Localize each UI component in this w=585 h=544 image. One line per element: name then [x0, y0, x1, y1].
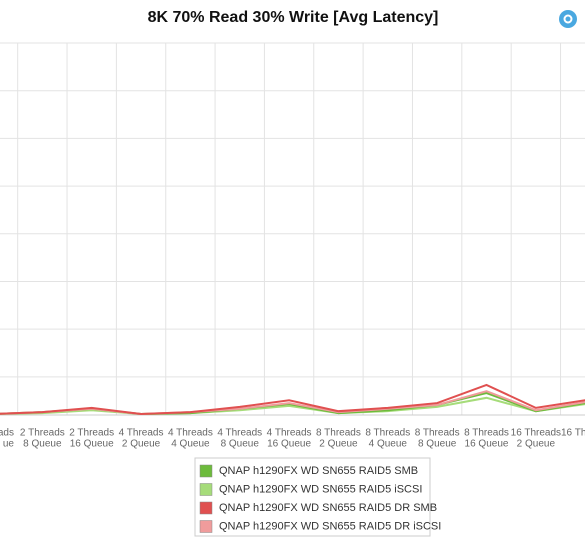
- x-tick-label: 8 Threads: [316, 428, 361, 439]
- plot-area: [0, 42, 585, 416]
- legend-swatch: [199, 520, 213, 533]
- x-tick-label: 2 Threads: [20, 428, 65, 439]
- x-tick-label: 4 Threads: [267, 428, 312, 439]
- legend-label: QNAP h1290FX WD SN655 RAID5 DR iSCSI: [219, 520, 441, 532]
- x-tick-label: eads: [0, 428, 14, 439]
- legend-label: QNAP h1290FX WD SN655 RAID5 iSCSI: [219, 483, 422, 495]
- legend-swatch: [199, 464, 213, 478]
- legend-swatch: [199, 483, 213, 496]
- x-tick-label: 4 Threads: [217, 428, 262, 439]
- x-tick-label: ue: [3, 439, 15, 450]
- series-line: [0, 396, 585, 416]
- legend-box: [194, 457, 431, 537]
- logo-icon-inner: [563, 14, 573, 24]
- legend-label: QNAP h1290FX WD SN655 RAID5 SMB: [219, 465, 418, 477]
- x-tick-label: 8 Queue: [221, 439, 260, 450]
- series-line: [0, 383, 585, 416]
- x-tick-label: 8 Queue: [418, 439, 457, 450]
- x-tick-label: 16 Queue: [465, 439, 509, 450]
- x-tick-label: 4 Queue: [171, 439, 210, 450]
- x-tick-label: 8 Queue: [23, 439, 62, 450]
- x-tick-label: 4 Queue: [369, 439, 408, 450]
- logo-icon: [559, 10, 577, 28]
- x-tick-label: 16 Threads: [511, 428, 561, 439]
- x-tick-label: 8 Threads: [415, 428, 460, 439]
- x-tick-label: 2 Threads: [69, 428, 114, 439]
- x-tick-label: 16 Queue: [70, 439, 114, 450]
- legend-label: QNAP h1290FX WD SN655 RAID5 DR SMB: [219, 502, 437, 514]
- x-tick-label: 2 Queue: [517, 439, 556, 450]
- x-tick-label: 16 Queue: [267, 439, 311, 450]
- x-tick-label: 16 Th: [561, 428, 585, 439]
- x-tick-label: 4 Threads: [119, 428, 164, 439]
- chart-title: 8K 70% Read 30% Write [Avg Latency]: [148, 9, 439, 26]
- legend-swatch: [199, 501, 213, 515]
- x-tick-label: 2 Queue: [319, 439, 358, 450]
- x-tick-label: 4 Threads: [168, 428, 213, 439]
- x-tick-label: 8 Threads: [464, 428, 509, 439]
- x-tick-label: 2 Queue: [122, 439, 161, 450]
- x-tick-label: 8 Threads: [365, 428, 410, 439]
